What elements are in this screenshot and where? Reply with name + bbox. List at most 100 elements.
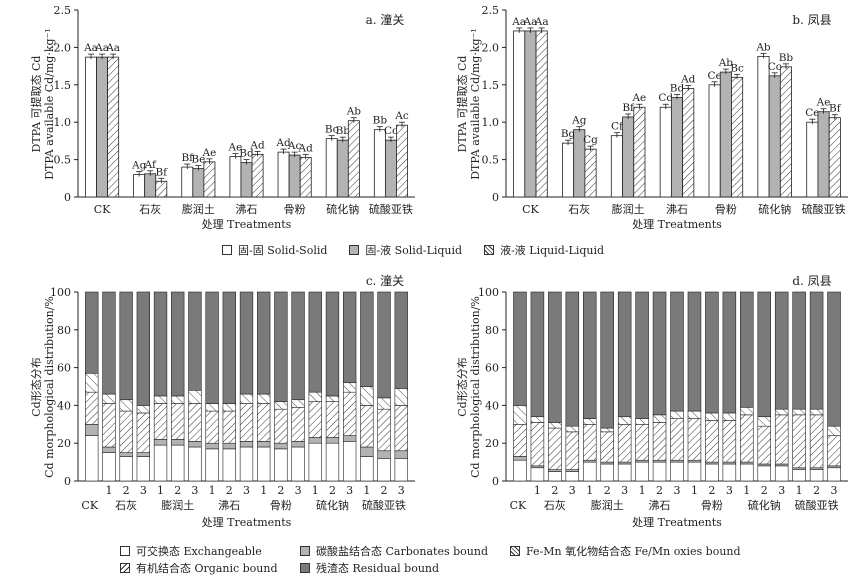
stacked-segment xyxy=(827,425,841,436)
significance-label: Cg xyxy=(583,134,598,146)
y-axis-label: Cd morphological distribution/% xyxy=(469,296,482,478)
x-sub-tick-label: 1 xyxy=(691,484,698,497)
bar xyxy=(373,129,386,198)
stacked-segment xyxy=(548,422,562,429)
x-sub-tick-label: 3 xyxy=(778,484,785,497)
stacked-segment xyxy=(102,291,116,395)
significance-label: Bd xyxy=(670,83,685,95)
bar xyxy=(96,56,109,198)
significance-label: Bg xyxy=(561,128,576,140)
x-sub-tick-label: 3 xyxy=(831,484,838,497)
significance-label: Bc xyxy=(325,124,339,136)
stacked-segment xyxy=(325,401,340,438)
stacked-segment xyxy=(617,416,632,425)
stacked-segment xyxy=(377,450,391,459)
stacked-segment xyxy=(513,456,527,461)
stacked-segment xyxy=(757,291,772,418)
stacked-segment xyxy=(308,401,322,438)
x-axis-label: 处理 Treatments xyxy=(632,218,722,231)
stacked-segment xyxy=(360,456,374,482)
stacked-segment xyxy=(239,393,254,404)
legend-item-solid-liquid: 固-液 Solid-Liquid xyxy=(349,242,462,258)
significance-label: Ad xyxy=(275,137,291,149)
x-group-label: 沸石 xyxy=(649,499,671,512)
stacked-segment xyxy=(394,450,408,459)
stacked-segment xyxy=(513,459,527,482)
stacked-segment xyxy=(687,410,702,419)
x-sub-tick-label: 3 xyxy=(569,484,576,497)
stacked-segment xyxy=(809,414,824,469)
stacked-segment xyxy=(377,408,391,452)
stacked-segment xyxy=(239,291,254,395)
bar xyxy=(768,75,781,198)
stacked-segment xyxy=(257,441,271,448)
significance-label: Ce xyxy=(805,107,819,119)
stacked-segment xyxy=(548,471,562,482)
stacked-segment xyxy=(308,391,322,402)
stacked-segment xyxy=(827,291,841,427)
stacked-segment xyxy=(774,408,789,416)
bar xyxy=(203,161,216,198)
stacked-segment xyxy=(377,397,391,410)
bar xyxy=(757,55,770,198)
x-sub-tick-label: 3 xyxy=(621,484,628,497)
stacked-segment xyxy=(360,405,374,448)
stacked-segment xyxy=(291,446,305,482)
bar xyxy=(384,139,397,198)
stacked-segment xyxy=(360,291,374,387)
stacked-segment xyxy=(670,461,684,482)
stacked-segment xyxy=(722,412,737,421)
x-sub-tick-label: 2 xyxy=(708,484,715,497)
x-tick-label: 膨润土 xyxy=(612,202,645,216)
stacked-segment xyxy=(274,291,288,402)
stacked-segment xyxy=(274,401,288,410)
stacked-segment xyxy=(740,414,754,463)
stacked-segment xyxy=(136,405,150,414)
stacked-segment xyxy=(809,469,824,482)
significance-label: Bb xyxy=(779,52,794,64)
stacked-segment xyxy=(670,291,684,412)
bar xyxy=(659,106,672,198)
y-axis-label: DTPA 可提取态 Cd xyxy=(456,56,469,153)
stacked-segment xyxy=(85,372,99,393)
stacked-segment xyxy=(343,291,357,384)
bar xyxy=(396,124,408,198)
stacked-segment xyxy=(652,291,667,416)
stacked-segment xyxy=(153,439,168,446)
bar xyxy=(779,66,792,198)
x-group-label: 石灰 xyxy=(544,498,566,512)
stacked-segment xyxy=(687,461,702,482)
stacked-segment xyxy=(291,291,305,401)
bar xyxy=(251,153,264,198)
stacked-segment xyxy=(827,435,841,467)
stacked-segment xyxy=(600,431,614,463)
stacked-segment xyxy=(119,410,133,453)
significance-label: Ae xyxy=(631,92,646,104)
stacked-segment xyxy=(171,291,185,397)
x-group-label: 硫化钠 xyxy=(748,498,781,512)
legend-label: 固-固 Solid-Solid xyxy=(238,244,328,257)
stacked-segment xyxy=(635,461,649,482)
stacked-segment xyxy=(513,423,527,457)
legend-swatch-white xyxy=(222,245,232,255)
y-tick-label: 60 xyxy=(57,362,71,375)
stacked-segment xyxy=(291,399,305,408)
legend-label: 有机结合态 Organic bound xyxy=(136,562,278,575)
stacked-segment xyxy=(274,408,288,444)
x-group-label: 骨粉 xyxy=(270,499,292,512)
significance-label: Cd xyxy=(658,92,673,104)
stacked-segment xyxy=(153,444,168,482)
stacked-segment xyxy=(740,406,754,416)
chart-title: b. 凤县 xyxy=(792,13,831,27)
y-tick-label: 0 xyxy=(64,475,71,488)
significance-label: Ab xyxy=(346,106,362,118)
stacked-segment xyxy=(394,291,408,389)
y-tick-label: 0.5 xyxy=(54,154,72,167)
stacked-segment xyxy=(705,463,719,482)
y-tick-label: 2.5 xyxy=(482,4,500,17)
bar xyxy=(181,166,194,198)
bar xyxy=(708,84,721,198)
legend-swatch-gray xyxy=(300,546,310,556)
significance-label: Ac xyxy=(394,110,409,122)
stacked-segment xyxy=(377,458,391,482)
